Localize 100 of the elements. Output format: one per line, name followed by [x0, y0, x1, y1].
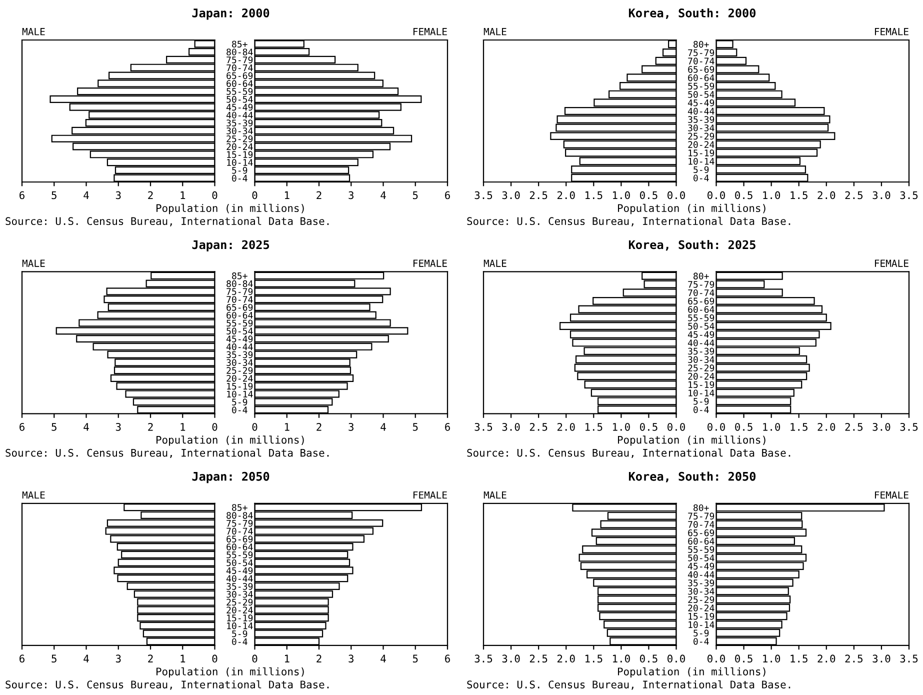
x-tick-label: 1.5: [585, 191, 602, 200]
x-tick-label: 1.0: [613, 654, 630, 663]
y-tick-label: 35-39: [688, 116, 714, 123]
x-tick-label: 3.5: [900, 654, 918, 663]
y-tick-label: 55-59: [226, 551, 253, 558]
source-note: Source: U.S. Census Bureau, International Data Base.: [6, 216, 329, 226]
x-tick-label: 1: [180, 654, 186, 662]
source-note: Source: U.S. Census Bureau, International Data Base.: [467, 680, 790, 690]
text: FEMALE: [874, 28, 908, 36]
y-tick-label: 20-24: [688, 141, 714, 148]
y-tick-label: 85+: [232, 40, 248, 48]
y-tick-label: 35-39: [226, 120, 253, 126]
y-tick-label: 45-49: [688, 562, 714, 570]
y-tick-label: 45-49: [226, 104, 253, 111]
y-tick-label: 85+: [232, 504, 248, 511]
y-tick-label: 75-79: [226, 56, 253, 64]
chart-title: Japan: 2000: [192, 8, 270, 20]
x-tick-label: 1.5: [585, 423, 602, 431]
x-tick-label: 1.0: [763, 654, 780, 663]
x-tick-label: 3.5: [900, 422, 918, 431]
x-tick-label: 0: [252, 422, 258, 431]
x-tick-label: 4: [84, 654, 89, 662]
y-tick-label: 80+: [694, 504, 709, 512]
x-tick-label: 2: [148, 422, 153, 431]
x-axis-title: Population (in millions): [156, 667, 304, 678]
x-tick-label: 0.0: [708, 654, 725, 663]
y-tick-label: 40-44: [688, 108, 714, 115]
x-tick-label: 2.5: [530, 422, 548, 431]
y-tick-label: 10-14: [688, 390, 714, 396]
y-tick-label: 30-34: [688, 356, 714, 363]
y-tick-label: 65-69: [226, 72, 253, 80]
y-tick-label: 80+: [694, 272, 709, 280]
x-tick-label: 3.0: [872, 191, 890, 200]
x-tick-label: 3.5: [474, 654, 492, 663]
source-note: Source: U.S. Census Bureau, International Data Base.: [6, 448, 329, 458]
y-tick-label: 75-79: [688, 49, 714, 56]
y-tick-label: 65-69: [226, 304, 253, 311]
y-tick-label: 50-54: [226, 328, 253, 334]
y-tick-label: 15-19: [227, 151, 253, 158]
x-tick-label: 6: [445, 422, 450, 431]
x-tick-label: 2: [316, 191, 322, 199]
chart-title: Korea, South: 2000: [628, 8, 756, 19]
x-tick-label: 0.5: [735, 191, 752, 200]
x-tick-label: 3: [116, 422, 121, 431]
x-tick-label: 4: [380, 654, 386, 662]
x-tick-label: 2: [316, 654, 322, 662]
y-tick-label: 15-19: [227, 382, 253, 390]
y-tick-label: 70-74: [226, 64, 253, 72]
y-tick-label: 35-39: [688, 580, 714, 586]
x-tick-label: 6: [20, 191, 24, 200]
y-tick-label: 85+: [232, 272, 248, 280]
x-tick-label: 2.5: [845, 191, 862, 200]
x-tick-label: 1: [180, 423, 186, 431]
y-tick-label: 40-44: [688, 571, 714, 578]
y-tick-label: 5-9: [694, 166, 709, 174]
x-tick-label: 1.5: [790, 423, 808, 431]
text: FEMALE: [874, 260, 908, 267]
y-tick-label: 60-64: [688, 306, 714, 313]
x-tick-label: 3: [348, 422, 354, 431]
x-tick-label: 0.5: [735, 422, 752, 431]
source-note: Source: U.S. Census Bureau, International Data Base.: [6, 680, 329, 690]
y-tick-label: 75-79: [226, 288, 253, 296]
y-tick-label: 80-84: [226, 512, 253, 519]
x-tick-label: 0: [252, 191, 258, 200]
y-tick-label: 30-34: [226, 359, 253, 366]
y-tick-label: 25-29: [226, 135, 253, 142]
x-tick-label: 2.5: [845, 422, 862, 431]
x-tick-label: 2.0: [818, 422, 836, 431]
y-tick-label: 5-9: [232, 166, 248, 174]
x-tick-label: 3: [348, 191, 354, 200]
y-tick-label: 10-14: [227, 159, 253, 166]
x-tick-label: 2.0: [818, 191, 836, 200]
x-tick-label: 1: [284, 654, 290, 662]
x-tick-label: 5: [52, 423, 56, 431]
y-tick-label: 35-39: [688, 348, 714, 355]
chart-title: Korea, South: 2025: [628, 240, 756, 251]
y-tick-label: 80-84: [226, 280, 253, 288]
y-tick-label: 25-29: [688, 132, 714, 140]
x-tick-label: 0: [212, 422, 218, 431]
y-tick-label: 40-44: [688, 339, 714, 346]
y-tick-label: 55-59: [226, 320, 253, 327]
x-tick-label: 2.0: [557, 422, 575, 431]
y-tick-label: 25-29: [226, 367, 253, 374]
y-tick-label: 40-44: [226, 112, 253, 119]
x-tick-label: 5: [412, 191, 418, 200]
x-axis-title: Population (in millions): [618, 204, 766, 214]
x-tick-label: 0: [212, 654, 218, 663]
x-tick-label: 0.0: [708, 422, 725, 431]
x-tick-label: 0.0: [708, 191, 725, 200]
text: MALE: [484, 260, 506, 267]
x-tick-label: 4: [84, 191, 89, 199]
y-tick-label: 55-59: [688, 314, 714, 322]
y-tick-label: 70-74: [226, 528, 253, 535]
y-tick-label: 35-39: [226, 582, 253, 590]
y-tick-label: 80-84: [226, 48, 253, 56]
y-tick-label: 40-44: [226, 575, 253, 582]
y-tick-label: 70-74: [226, 296, 253, 303]
y-tick-label: 55-59: [688, 546, 714, 553]
y-tick-label: 0-4: [232, 406, 248, 414]
y-tick-label: 30-34: [226, 127, 253, 134]
